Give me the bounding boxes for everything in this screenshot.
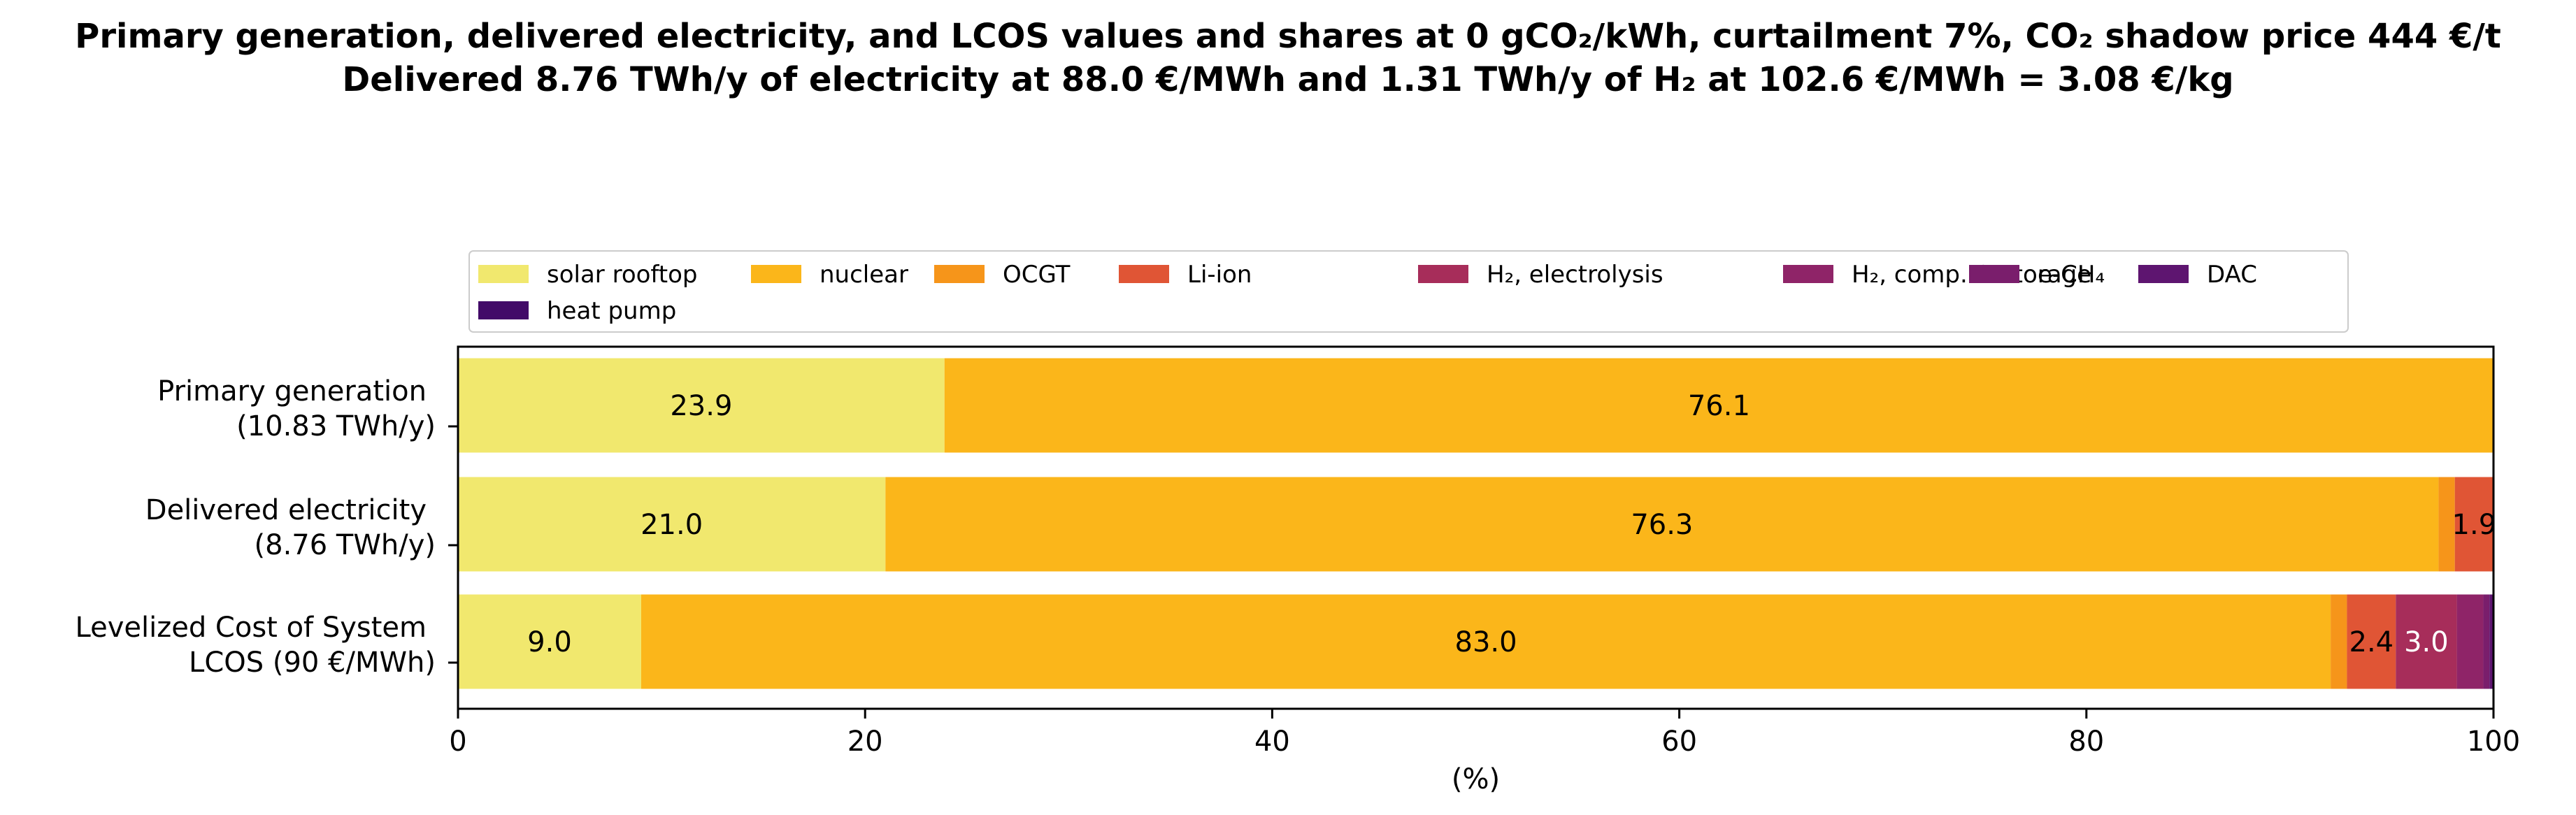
bar-value-label: 2.4 xyxy=(2349,626,2394,658)
bar-ocgt-1 xyxy=(2438,477,2455,572)
bar-h-electrolysis-2 xyxy=(2396,594,2457,689)
x-tick-label: 20 xyxy=(847,726,883,758)
legend: solar rooftop nuclear OCGT Li-ion H₂, electr… xyxy=(468,250,2349,333)
bar-li-ion-1 xyxy=(2454,477,2493,572)
legend-label-e-ch: e-CH₄ xyxy=(2038,261,2105,289)
legend-label-nuclear: nuclear xyxy=(820,261,908,289)
bar-nuclear-2 xyxy=(641,594,2331,689)
x-axis-label: (%) xyxy=(1452,763,1500,795)
legend-label-ocgt: OCGT xyxy=(1003,261,1071,289)
legend-label-h-electrolysis: H₂, electrolysis xyxy=(1487,261,1663,289)
bar-value-label: 9.0 xyxy=(527,626,572,658)
x-tick-label: 80 xyxy=(2068,726,2104,758)
bar-dac-2 xyxy=(2489,594,2493,689)
legend-swatch-li-ion xyxy=(1119,265,1169,283)
legend-swatch-heat-pump xyxy=(478,301,529,319)
bar-value-label: 23.9 xyxy=(670,390,732,422)
legend-label-li-ion: Li-ion xyxy=(1187,261,1252,289)
legend-label-heat-pump: heat pump xyxy=(547,297,676,325)
bar-e-ch-2 xyxy=(2483,594,2490,689)
legend-label-dac: DAC xyxy=(2207,261,2257,289)
plot-frame xyxy=(457,345,2495,710)
legend-swatch-dac xyxy=(2138,265,2189,283)
y-axis: Primary generation(10.83 TWh/y) Delivered… xyxy=(76,375,458,679)
legend-swatch-ocgt xyxy=(934,265,985,283)
bar-solar-rooftop-0 xyxy=(458,358,945,453)
x-tick-label: 0 xyxy=(449,726,466,758)
y-tick-label: Delivered electricity xyxy=(145,494,427,526)
bar-nuclear-1 xyxy=(885,477,2439,572)
legend-swatch-nuclear xyxy=(751,265,801,283)
bar-solar-rooftop-2 xyxy=(458,594,641,689)
bar-value-label: 83.0 xyxy=(1455,626,1517,658)
bar-ocgt-2 xyxy=(2331,594,2347,689)
y-tick-label: Primary generation xyxy=(157,375,427,408)
bar-value-label: 21.0 xyxy=(641,509,703,541)
bar-labels: 23.9 76.1 21.0 76.3 1.9 9.0 83.0 2.4 3.0 xyxy=(527,390,2496,658)
bar-value-label: 1.9 xyxy=(2452,509,2497,541)
x-tick-label: 40 xyxy=(1254,726,1290,758)
legend-swatch-solar-rooftop xyxy=(478,265,529,283)
bar-value-label: 76.3 xyxy=(1631,509,1693,541)
bar-value-label: 76.1 xyxy=(1688,390,1750,422)
y-tick-label: Levelized Cost of System xyxy=(76,612,427,644)
legend-swatch-e-ch xyxy=(1969,265,2019,283)
bar-value-label: 3.0 xyxy=(2404,626,2449,658)
bar-nuclear-0 xyxy=(944,358,2493,453)
bar-h-comp-storage-2 xyxy=(2456,594,2484,689)
bars xyxy=(458,358,2493,689)
y-tick-label: LCOS (90 €/MWh) xyxy=(189,647,436,679)
y-tick-label: (10.83 TWh/y) xyxy=(236,410,436,442)
x-tick-label: 60 xyxy=(1661,726,1697,758)
chart-title-line-1: Primary generation, delivered electricit… xyxy=(75,17,2501,56)
x-tick-label: 100 xyxy=(2467,726,2520,758)
legend-swatch-h-electrolysis xyxy=(1418,265,1468,283)
bar-li-ion-2 xyxy=(2347,594,2396,689)
bar-solar-rooftop-1 xyxy=(458,477,886,572)
legend-swatch-h-comp-storage xyxy=(1783,265,1833,283)
x-axis: 0 20 40 60 80 100 (%) xyxy=(449,709,2520,795)
legend-label-solar-rooftop: solar rooftop xyxy=(547,261,698,289)
chart-title-line-2: Delivered 8.76 TWh/y of electricity at 8… xyxy=(342,60,2234,99)
y-tick-label: (8.76 TWh/y) xyxy=(255,529,436,561)
